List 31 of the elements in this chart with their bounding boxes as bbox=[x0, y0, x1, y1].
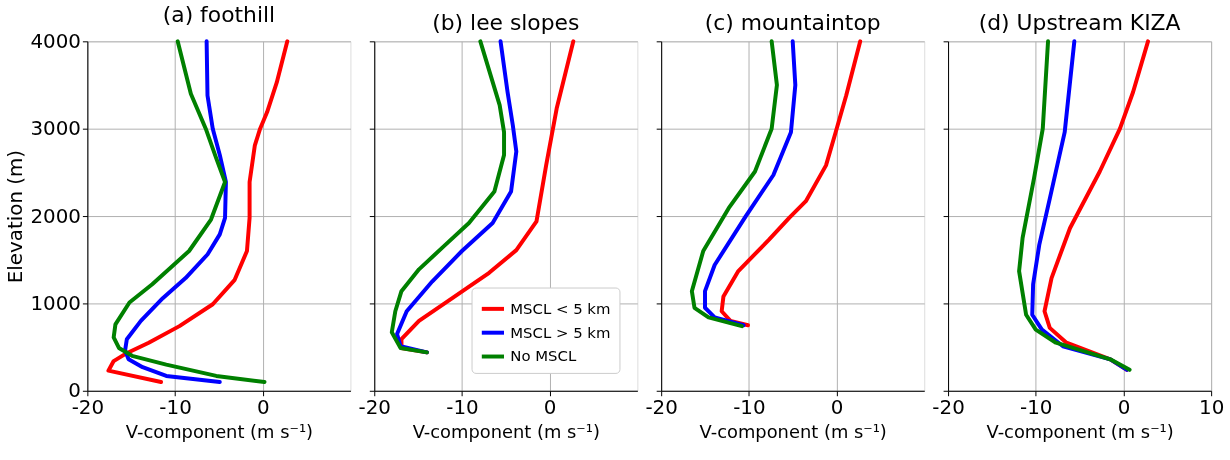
x-tick-label: 0 bbox=[1117, 396, 1131, 420]
y-axis-title: Elevation (m) bbox=[4, 149, 28, 284]
legend-label: MSCL < 5 km bbox=[510, 299, 611, 318]
x-axis-title: V-component (m s⁻¹) bbox=[125, 420, 314, 442]
chart-title: (a) foothill bbox=[162, 2, 276, 28]
x-tick-label: 10 bbox=[1199, 396, 1225, 420]
x-axis-title: V-component (m s⁻¹) bbox=[986, 420, 1174, 442]
x-tick-label: -10 bbox=[446, 396, 479, 420]
line-series bbox=[123, 39, 228, 385]
line-series bbox=[106, 39, 290, 385]
y-tick-label: 2000 bbox=[30, 204, 81, 228]
x-axis-title: V-component (m s⁻¹) bbox=[412, 420, 600, 442]
x-tick-label: 0 bbox=[543, 396, 557, 420]
x-tick-label: -20 bbox=[932, 396, 965, 420]
y-tick-label: 1000 bbox=[30, 291, 81, 315]
chart-title: (c) mountaintop bbox=[704, 10, 881, 36]
line-series bbox=[111, 39, 267, 385]
x-tick-label: -10 bbox=[159, 396, 192, 420]
x-tick-label: -10 bbox=[733, 396, 766, 420]
chart-title: (d) Upstream KIZA bbox=[978, 10, 1181, 36]
legend-label: MSCL > 5 km bbox=[510, 323, 611, 342]
x-tick-label: -10 bbox=[1020, 396, 1053, 420]
x-axis-title: V-component (m s⁻¹) bbox=[699, 420, 887, 442]
x-tick-label: 0 bbox=[830, 396, 844, 420]
y-tick-label: 3000 bbox=[30, 117, 81, 141]
x-tick-label: -20 bbox=[645, 396, 678, 420]
y-tick-label: 4000 bbox=[30, 29, 81, 53]
chart-title: (b) lee slopes bbox=[432, 10, 580, 36]
x-tick-label: -20 bbox=[358, 396, 391, 420]
x-tick-label: 0 bbox=[256, 396, 270, 420]
legend-label: No MSCL bbox=[510, 347, 577, 366]
